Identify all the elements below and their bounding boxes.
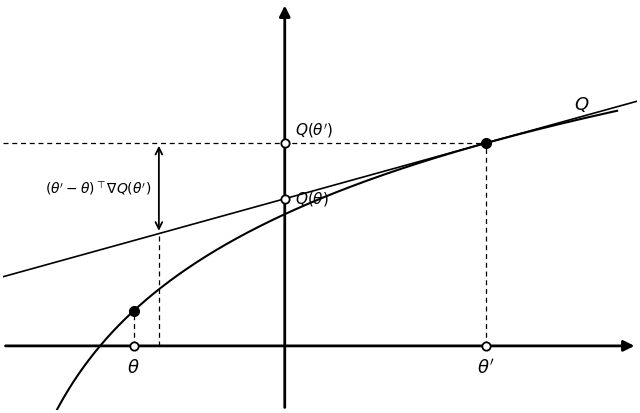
Text: $\theta'$: $\theta'$ [477, 359, 495, 378]
Text: $(\theta' - \theta)^\top \nabla Q(\theta')$: $(\theta' - \theta)^\top \nabla Q(\theta… [45, 180, 151, 197]
Text: $Q(\theta)$: $Q(\theta)$ [295, 190, 329, 208]
Text: $Q(\theta')$: $Q(\theta')$ [295, 121, 333, 140]
Text: $\theta$: $\theta$ [127, 359, 140, 377]
Text: $Q$: $Q$ [574, 95, 589, 114]
